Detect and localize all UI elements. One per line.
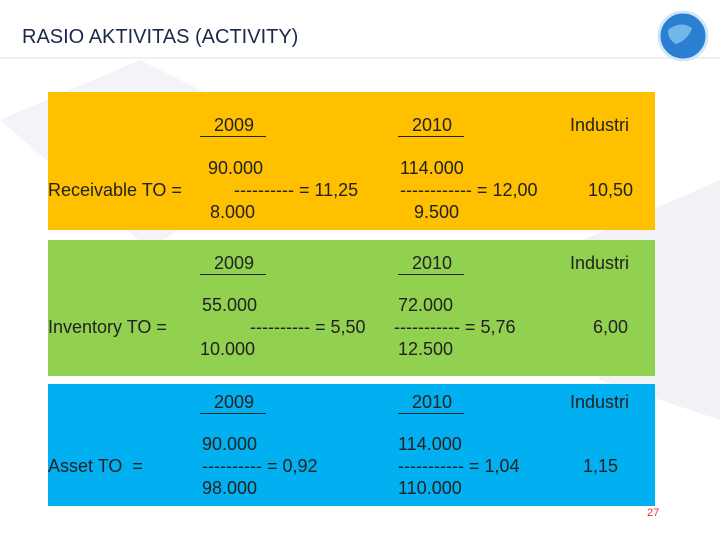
column-header: Industri: [570, 115, 630, 135]
column-header: 2009: [200, 391, 267, 414]
fraction-line: ----------- = 5,76: [394, 317, 516, 337]
numerator: 72.000: [398, 295, 454, 315]
ratio-label: Inventory TO =: [48, 317, 167, 337]
column-header: 2010: [398, 391, 465, 414]
ratio-box: 2009 2010 Industri Asset TO = 90.000 --------…: [48, 384, 655, 506]
industry-value: 6,00: [593, 317, 629, 337]
denominator: 12.500: [398, 339, 454, 359]
column-header: Industri: [570, 392, 630, 412]
denominator: 10.000: [200, 339, 256, 359]
column-header: 2009: [200, 114, 267, 137]
numerator: 114.000: [398, 434, 462, 454]
fraction-line: ------------ = 12,00: [400, 180, 538, 200]
ratio-box: 2009 2010 Industri Inventory TO = 55.000 ----…: [48, 240, 655, 376]
denominator: 98.000: [202, 478, 258, 498]
denominator: 110.000: [398, 478, 462, 498]
column-header: 2009: [200, 252, 267, 275]
numerator: 90.000: [208, 158, 264, 178]
fraction-line: ---------- = 0,92: [202, 456, 318, 476]
slide-title: RASIO AKTIVITAS (ACTIVITY): [22, 26, 299, 48]
column-header: 2010: [398, 252, 465, 275]
denominator: 8.000: [210, 202, 256, 222]
page-number: 27: [647, 507, 660, 519]
fraction-line: ---------- = 11,25: [234, 180, 359, 200]
industry-value: 10,50: [588, 180, 634, 200]
numerator: 114.000: [400, 158, 464, 178]
numerator: 90.000: [202, 434, 258, 454]
industry-value: 1,15: [583, 456, 619, 476]
ratio-label: Asset TO =: [48, 456, 143, 476]
denominator: 9.500: [414, 202, 460, 222]
column-header: 2010: [398, 114, 465, 137]
column-header: Industri: [570, 253, 630, 273]
ratio-label: Receivable TO =: [48, 180, 182, 200]
fraction-line: ----------- = 1,04: [398, 456, 520, 476]
numerator: 55.000: [202, 295, 258, 315]
ratio-box: 2009 2010 Industri Receivable TO = 90.000 ---…: [48, 92, 655, 230]
fraction-line: ---------- = 5,50: [250, 317, 366, 337]
